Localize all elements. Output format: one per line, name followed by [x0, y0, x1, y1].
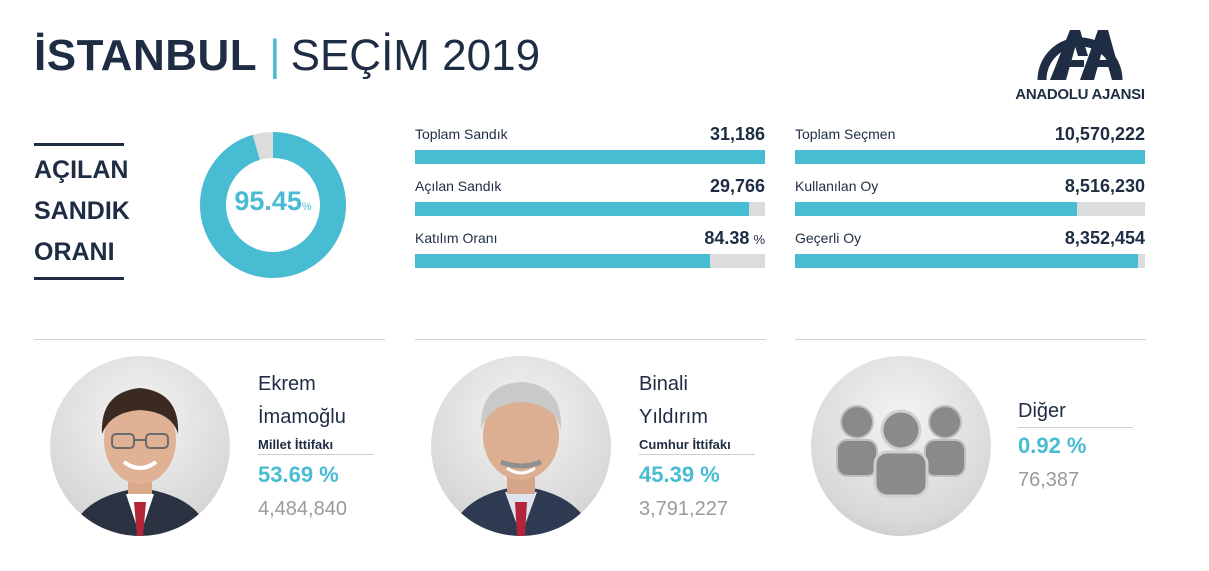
candidate-alliance: Millet İttifakı — [258, 437, 374, 455]
divider — [415, 339, 766, 340]
candidate-percent: 45.39 % — [639, 462, 720, 487]
stat-bar-fill — [795, 254, 1139, 268]
divider — [795, 339, 1146, 340]
stat-bar-fill — [795, 150, 1145, 164]
candidate-alliance: Cumhur İttifakı — [639, 437, 755, 455]
open-box-donut — [200, 132, 346, 278]
open-box-label-line: ORANI — [34, 238, 115, 266]
people-group-icon — [836, 405, 966, 498]
candidate-photo-imamoglu — [50, 356, 230, 536]
candidate-name: Ekrem İmamoğlu — [258, 373, 346, 428]
stat-value: 29,766 — [709, 176, 765, 196]
donut-value-unit: % — [301, 201, 312, 213]
stat-value: 10,570,222 — [1054, 124, 1145, 144]
logo-text: ANADOLU AJANSI — [1015, 86, 1145, 103]
stat-label: Katılım Oranı — [415, 230, 498, 246]
stat-value: 84.38% — [704, 228, 765, 248]
stat-bar-track — [795, 150, 1145, 164]
stat-total-boxes: Toplam Sandık 31,186 — [415, 122, 765, 168]
others-votes: 76,387 — [1018, 469, 1080, 491]
others-name: Diğer — [1018, 400, 1066, 422]
divider — [34, 339, 385, 340]
others-underline — [1018, 427, 1133, 428]
stat-bar-fill — [415, 254, 711, 268]
candidate-percent: 53.69 % — [258, 462, 339, 487]
person-portrait-icon — [449, 382, 593, 536]
stat-bar-fill — [415, 202, 750, 216]
stat-bar-track — [415, 150, 765, 164]
title-city: İSTANBUL — [34, 31, 258, 80]
stat-label: Açılan Sandık — [415, 178, 502, 194]
logo: ANADOLU AJANSI — [1010, 10, 1150, 110]
open-box-label-line: AÇILAN — [34, 156, 129, 184]
stat-bar-fill — [795, 202, 1077, 216]
stat-total-voters: Toplam Seçmen 10,570,222 — [795, 122, 1145, 168]
aa-logo-icon — [1037, 30, 1123, 81]
stat-value: 31,186 — [709, 124, 765, 144]
stat-label: Geçerli Oy — [795, 230, 862, 246]
candidate-photo-yildirim — [431, 356, 611, 536]
stat-bar-track — [795, 202, 1145, 216]
others-percent: 0.92 % — [1018, 433, 1087, 458]
stat-label: Toplam Sandık — [415, 126, 508, 142]
stat-turnout: Katılım Oranı 84.38% — [415, 226, 765, 272]
person-portrait-icon — [70, 388, 210, 536]
open-box-label-line: SANDIK — [34, 197, 130, 225]
others-photo — [811, 356, 991, 536]
donut-value: 95.45% — [200, 186, 346, 217]
stat-bar-track — [795, 254, 1145, 268]
stat-label: Kullanılan Oy — [795, 178, 879, 194]
stat-value: 8,516,230 — [1064, 176, 1145, 196]
stat-valid-votes: Geçerli Oy 8,352,454 — [795, 226, 1145, 272]
candidate-votes: 4,484,840 — [258, 498, 347, 520]
stat-bar-fill — [415, 150, 765, 164]
candidate-name: Binali Yıldırım — [639, 373, 708, 428]
donut-fill — [200, 132, 346, 278]
stat-label: Toplam Seçmen — [795, 126, 896, 142]
title-separator: | — [269, 31, 281, 80]
donut-value-number: 95.45 — [234, 186, 302, 216]
stat-value: 8,352,454 — [1064, 228, 1145, 248]
stat-bar-track — [415, 202, 765, 216]
stat-cast-votes: Kullanılan Oy 8,516,230 — [795, 174, 1145, 220]
title-subtitle: SEÇİM 2019 — [290, 31, 541, 80]
open-box-label: AÇILAN SANDIK ORANI — [34, 143, 130, 280]
stat-bar-track — [415, 254, 765, 268]
stat-opened-boxes: Açılan Sandık 29,766 — [415, 174, 765, 220]
candidate-votes: 3,791,227 — [639, 498, 728, 520]
page-title: İSTANBUL | SEÇİM 2019 — [34, 30, 540, 82]
